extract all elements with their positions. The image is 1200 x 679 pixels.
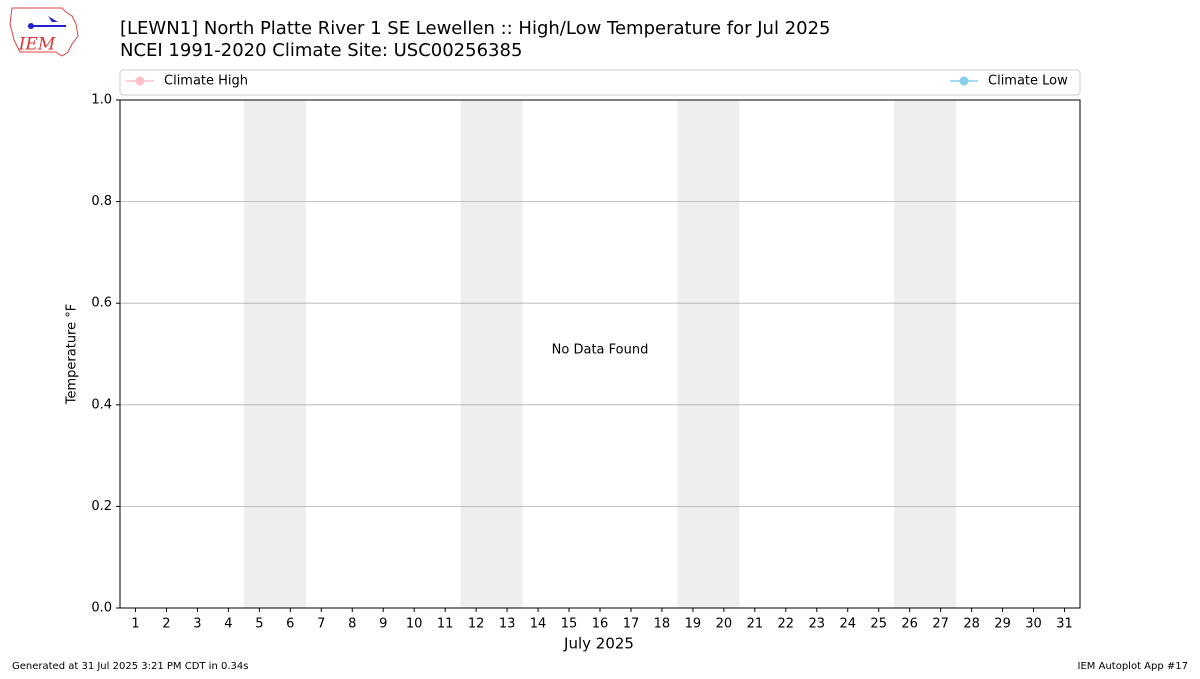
x-tick-label: 25 [870,617,887,632]
x-tick-label: 27 [932,617,949,632]
logo-text: IEM [18,35,56,55]
x-tick-label: 28 [963,617,980,632]
x-tick-label: 20 [716,617,733,632]
weekend-band [243,100,306,608]
x-tick-label: 1 [131,617,139,632]
x-tick-label: 23 [809,617,826,632]
x-tick-label: 14 [530,617,547,632]
x-tick-label: 2 [162,617,170,632]
weekend-band [460,100,523,608]
x-tick-label: 19 [685,617,702,632]
x-tick-label: 12 [468,617,485,632]
x-tick-label: 17 [623,617,640,632]
x-tick-label: 3 [193,617,201,632]
chart-subtitle: NCEI 1991-2020 Climate Site: USC00256385 [120,40,522,61]
logo: IEM [9,7,79,57]
footer-right: IEM Autoplot App #17 [1078,661,1188,672]
legend-marker [959,76,969,86]
footer-left: Generated at 31 Jul 2025 3:21 PM CDT in … [12,661,248,672]
x-tick-label: 9 [379,617,387,632]
x-tick-label: 8 [348,617,356,632]
plot-frame [119,99,1081,609]
weekend-band [894,100,957,608]
y-tick-label: 0.0 [91,601,112,616]
y-tick-label: 1.0 [91,93,112,108]
x-tick-label: 31 [1056,617,1073,632]
weekend-band [677,100,740,608]
x-tick-label: 29 [994,617,1011,632]
x-tick-label: 13 [499,617,516,632]
y-axis-label: Temperature °F [65,304,80,405]
x-tick-label: 16 [592,617,609,632]
x-tick-label: 6 [286,617,294,632]
legend-marker [135,76,145,86]
x-tick-label: 26 [901,617,918,632]
y-tick-label: 0.2 [91,499,112,514]
x-tick-label: 7 [317,617,325,632]
x-tick-label: 22 [778,617,795,632]
x-tick-label: 15 [561,617,578,632]
y-tick-label: 0.4 [91,397,112,412]
x-axis-label: July 2025 [563,635,634,653]
x-tick-label: 24 [839,617,856,632]
y-tick-label: 0.6 [91,296,112,311]
x-tick-label: 11 [437,617,454,632]
x-tick-label: 4 [224,617,232,632]
x-tick-label: 10 [406,617,423,632]
y-tick-label: 0.8 [91,194,112,209]
no-data-annotation: No Data Found [552,343,649,358]
legend-label: Climate Low [988,74,1068,89]
x-tick-label: 5 [255,617,263,632]
legend [119,69,1081,96]
legend-label: Climate High [164,74,248,89]
chart-title: [LEWN1] North Platte River 1 SE Lewellen… [120,18,831,39]
x-tick-label: 21 [747,617,764,632]
x-tick-label: 30 [1025,617,1042,632]
x-tick-label: 18 [654,617,671,632]
